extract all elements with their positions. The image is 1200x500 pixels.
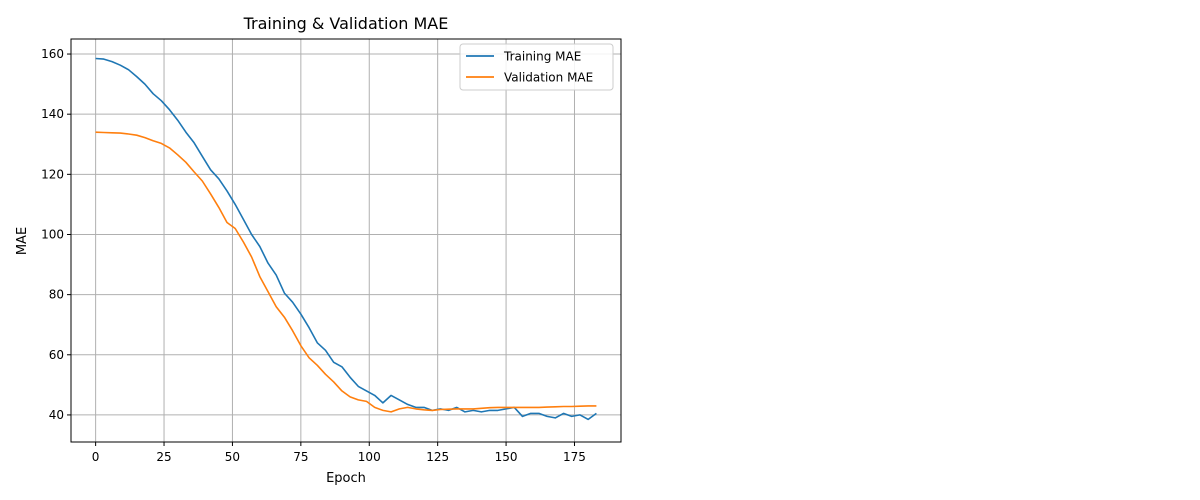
x-tick-label: 0 <box>92 450 100 464</box>
chart-title: Training & Validation MAE <box>243 14 449 33</box>
y-tick-label: 40 <box>49 408 64 422</box>
plot-area-frame <box>70 38 622 443</box>
y-tick-label: 160 <box>41 47 64 61</box>
x-tick-label: 150 <box>495 450 518 464</box>
y-axis-label: MAE <box>15 227 30 255</box>
y-tick-label: 60 <box>49 348 64 362</box>
x-tick-label: 25 <box>156 450 171 464</box>
x-axis-label: Epoch <box>326 471 366 486</box>
y-tick-label: 140 <box>41 107 64 121</box>
legend-label: Validation MAE <box>504 71 593 85</box>
y-axis: 40 60 80 100 120 140 160 <box>41 47 71 422</box>
x-tick-label: 50 <box>225 450 240 464</box>
x-tick-label: 100 <box>358 450 381 464</box>
legend-box <box>459 43 614 91</box>
x-axis: 0 25 50 75 100 125 150 175 <box>92 442 586 464</box>
grid <box>71 39 621 442</box>
y-tick-label: 100 <box>41 227 64 241</box>
x-tick-label: 75 <box>293 450 308 464</box>
series-line-validation-mae <box>95 131 597 413</box>
legend-label: Training MAE <box>503 50 581 64</box>
legend: Training MAE Validation MAE <box>459 43 614 91</box>
y-tick-label: 80 <box>49 288 64 302</box>
x-tick-label: 125 <box>426 450 449 464</box>
x-tick-label: 175 <box>563 450 586 464</box>
y-tick-label: 120 <box>41 167 64 181</box>
series-lines <box>95 57 597 421</box>
